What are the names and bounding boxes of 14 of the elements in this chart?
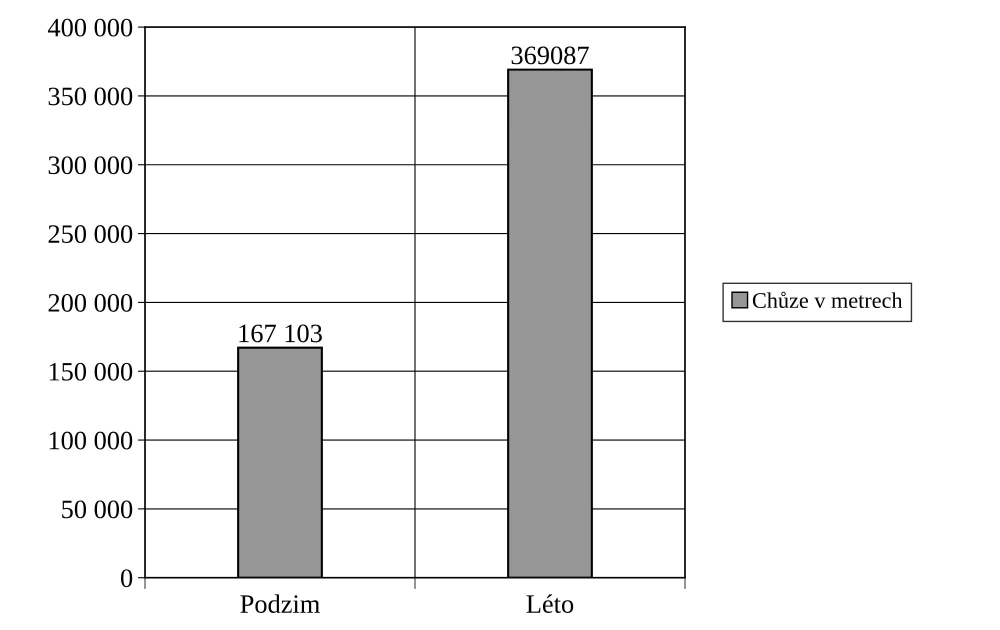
y-tick-label: 200 000 [48,294,132,312]
y-tick-label: 300 000 [48,156,132,174]
data-label: 167 103 [239,324,322,342]
legend-label: Chůze v metrech [752,292,902,308]
y-tick-label: 250 000 [48,225,132,243]
y-tick-label: 350 000 [48,88,132,106]
x-tick-label: Podzim [240,594,320,613]
y-tick-label: 0 [121,569,132,588]
y-tick-label: 100 000 [50,432,132,450]
y-tick-label: 50 000 [62,500,132,518]
x-tick-label: Léto [526,594,574,613]
data-label: 369087 [512,46,589,64]
y-tick-label: 150 000 [50,362,132,381]
y-tick-label: 400 000 [48,18,132,37]
